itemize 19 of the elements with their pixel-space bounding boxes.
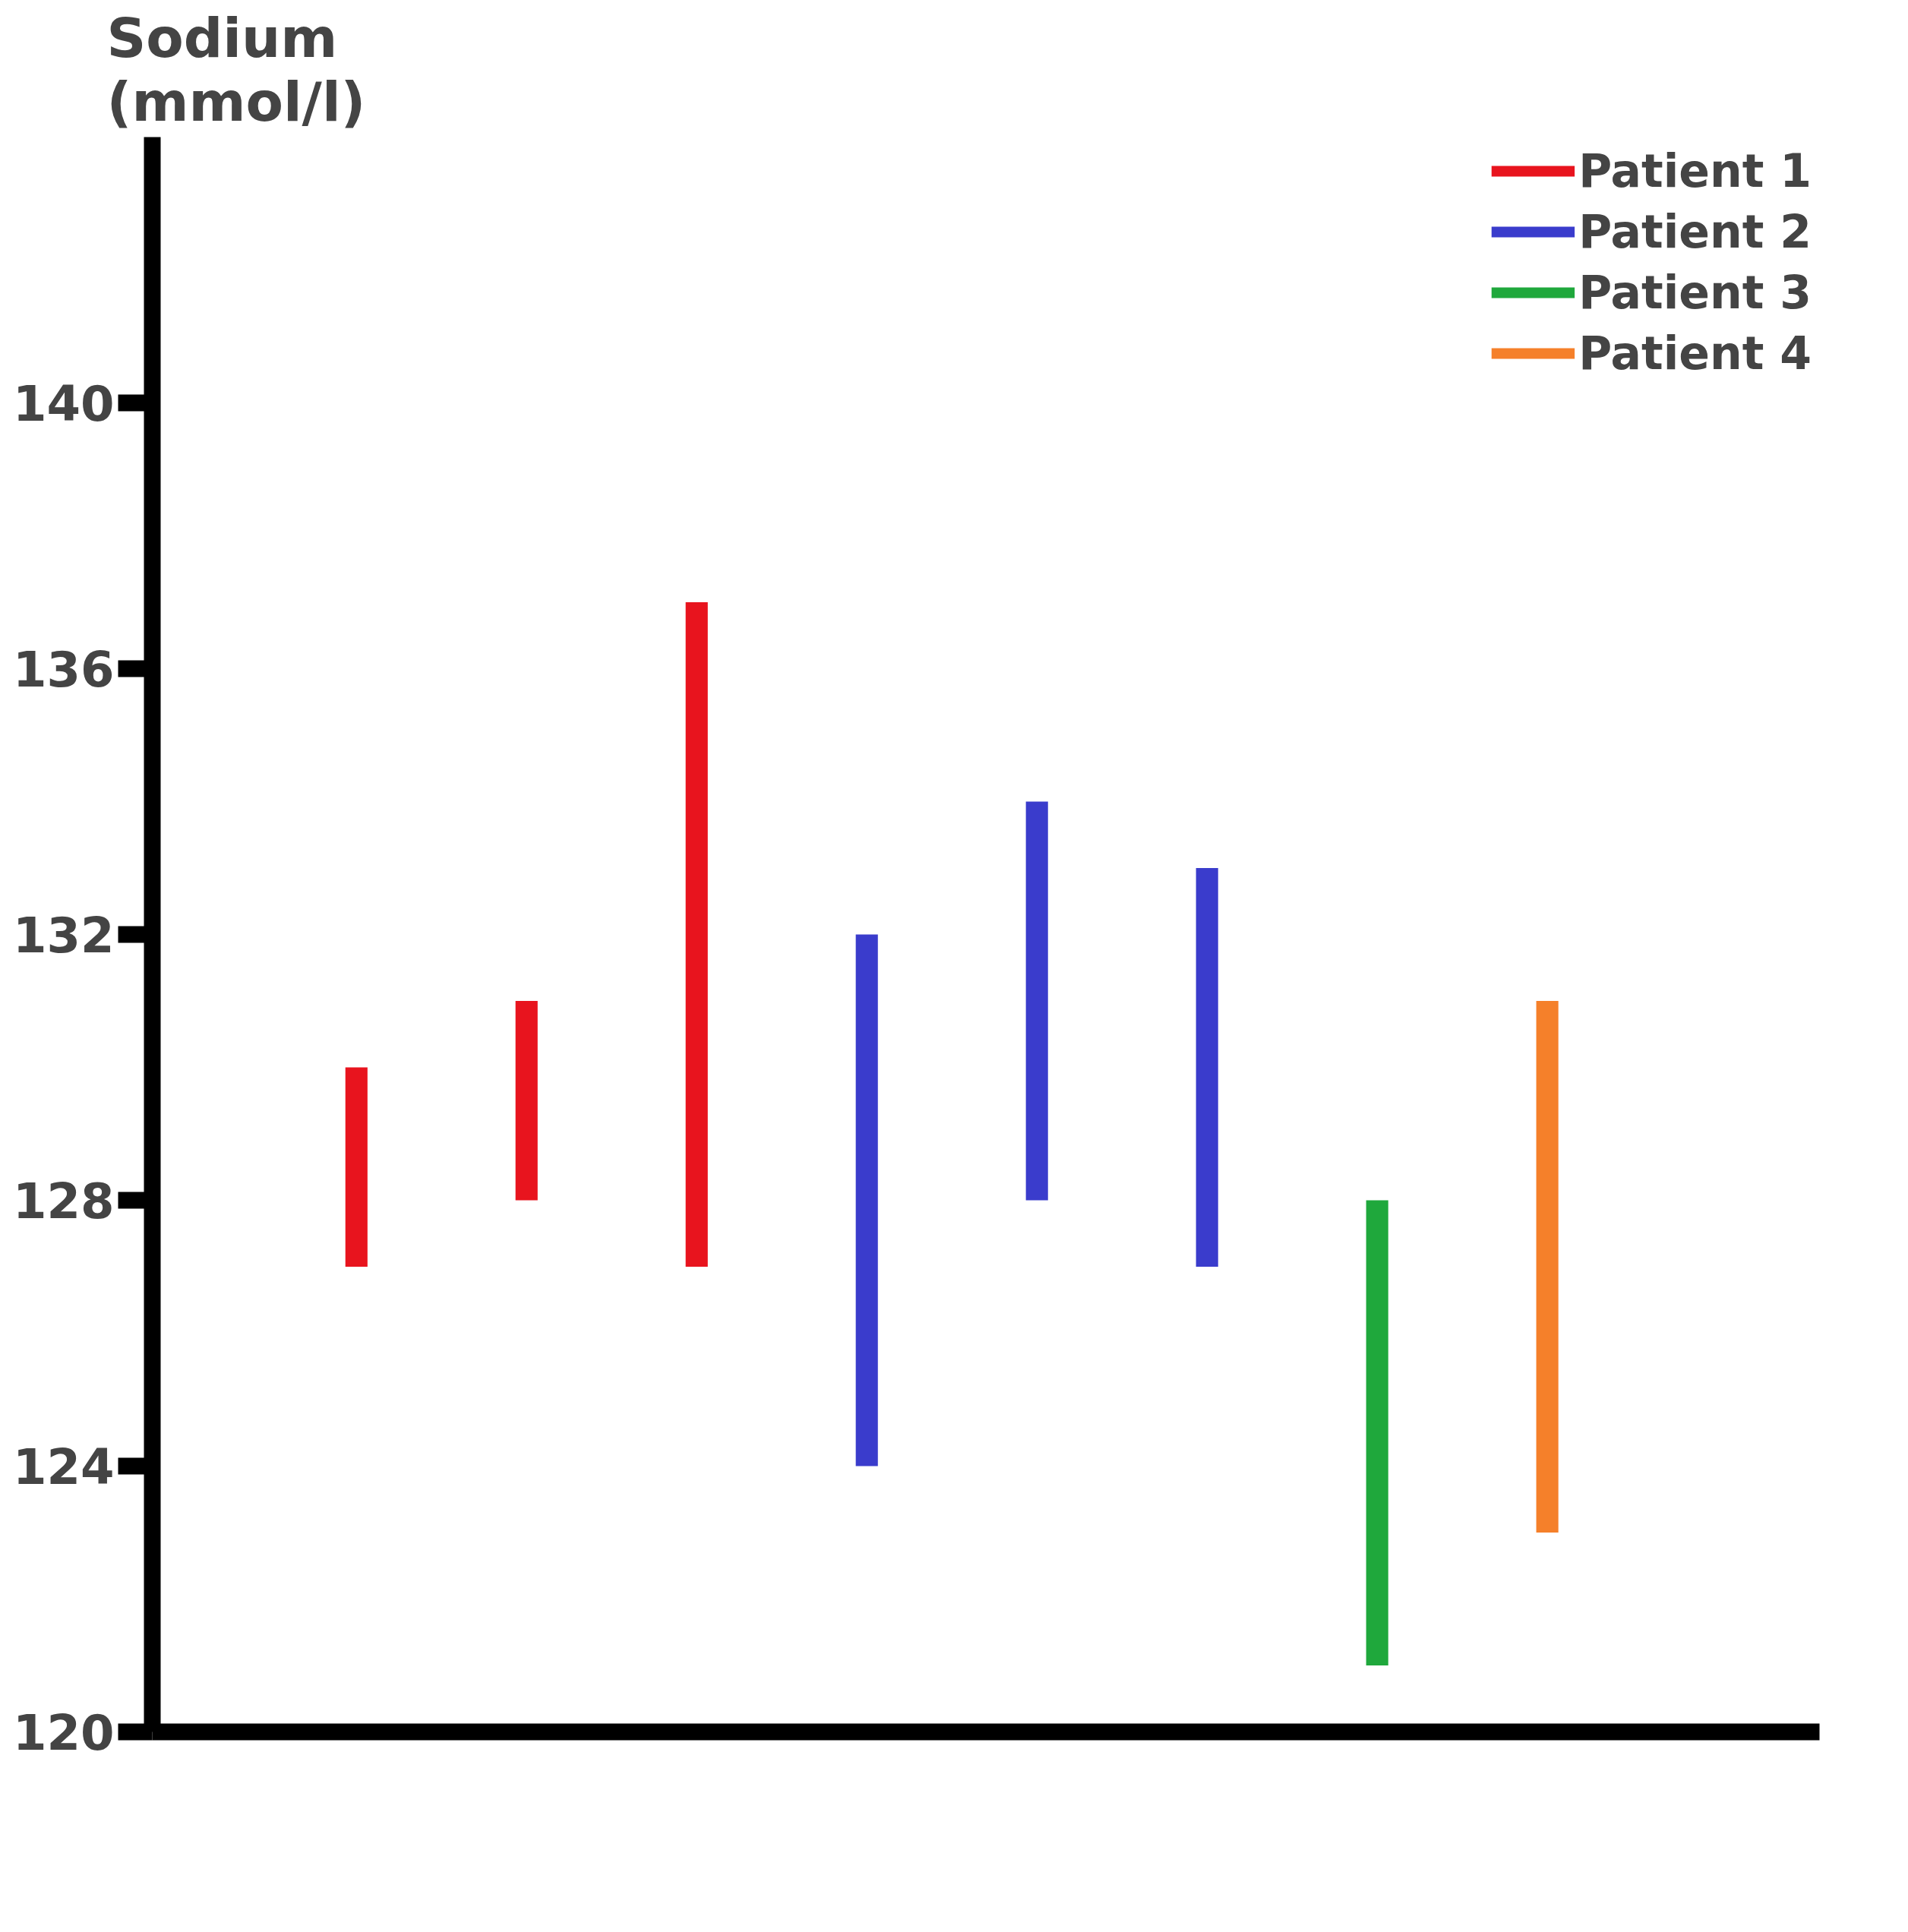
bar <box>685 602 708 1267</box>
y-tick-label: 120 <box>12 1705 115 1761</box>
y-tick-label: 124 <box>12 1439 115 1495</box>
legend-label: Patient 1 <box>1578 144 1812 197</box>
legend-label: Patient 4 <box>1578 327 1812 380</box>
y-axis-title: Sodium (mmol/l) <box>106 5 366 134</box>
bar <box>1366 1200 1388 1665</box>
legend-label: Patient 3 <box>1578 266 1812 319</box>
y-tick-label: 136 <box>12 642 115 698</box>
bar <box>1196 868 1218 1267</box>
bar <box>1025 801 1048 1201</box>
y-tick-label: 132 <box>12 908 115 964</box>
bar <box>515 1001 538 1201</box>
legend-label: Patient 2 <box>1578 205 1812 258</box>
y-tick-label: 128 <box>12 1173 115 1230</box>
bar <box>1536 1001 1559 1533</box>
bar <box>345 1067 368 1267</box>
y-tick-label: 140 <box>12 376 115 432</box>
bar <box>855 934 878 1466</box>
